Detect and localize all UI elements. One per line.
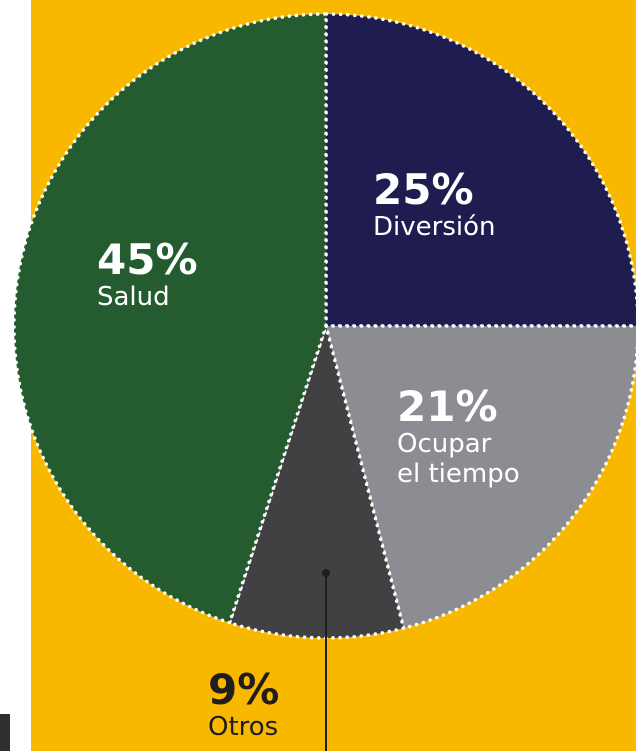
pie-slice bbox=[324, 324, 636, 630]
corner-block bbox=[0, 714, 10, 751]
callout-dot bbox=[322, 569, 330, 577]
value-label: 21% bbox=[397, 382, 498, 431]
value-label: 9% bbox=[208, 665, 280, 714]
slice-label: 9% Otros bbox=[208, 665, 280, 743]
slice-label: 21% Ocupar el tiempo bbox=[397, 382, 520, 490]
pie-slice bbox=[324, 12, 636, 328]
category-label: Diversión bbox=[373, 212, 496, 242]
category-label: Ocupar el tiempo bbox=[397, 429, 520, 489]
category-label: Otros bbox=[208, 712, 279, 742]
slice-label: 45% Salud bbox=[97, 235, 198, 313]
value-label: 25% bbox=[373, 165, 474, 214]
pie-slice bbox=[227, 324, 406, 640]
category-label: Salud bbox=[97, 282, 170, 312]
pie-slice bbox=[12, 12, 328, 625]
slice-label: 25% Diversión bbox=[373, 165, 496, 243]
value-label: 45% bbox=[97, 235, 198, 284]
